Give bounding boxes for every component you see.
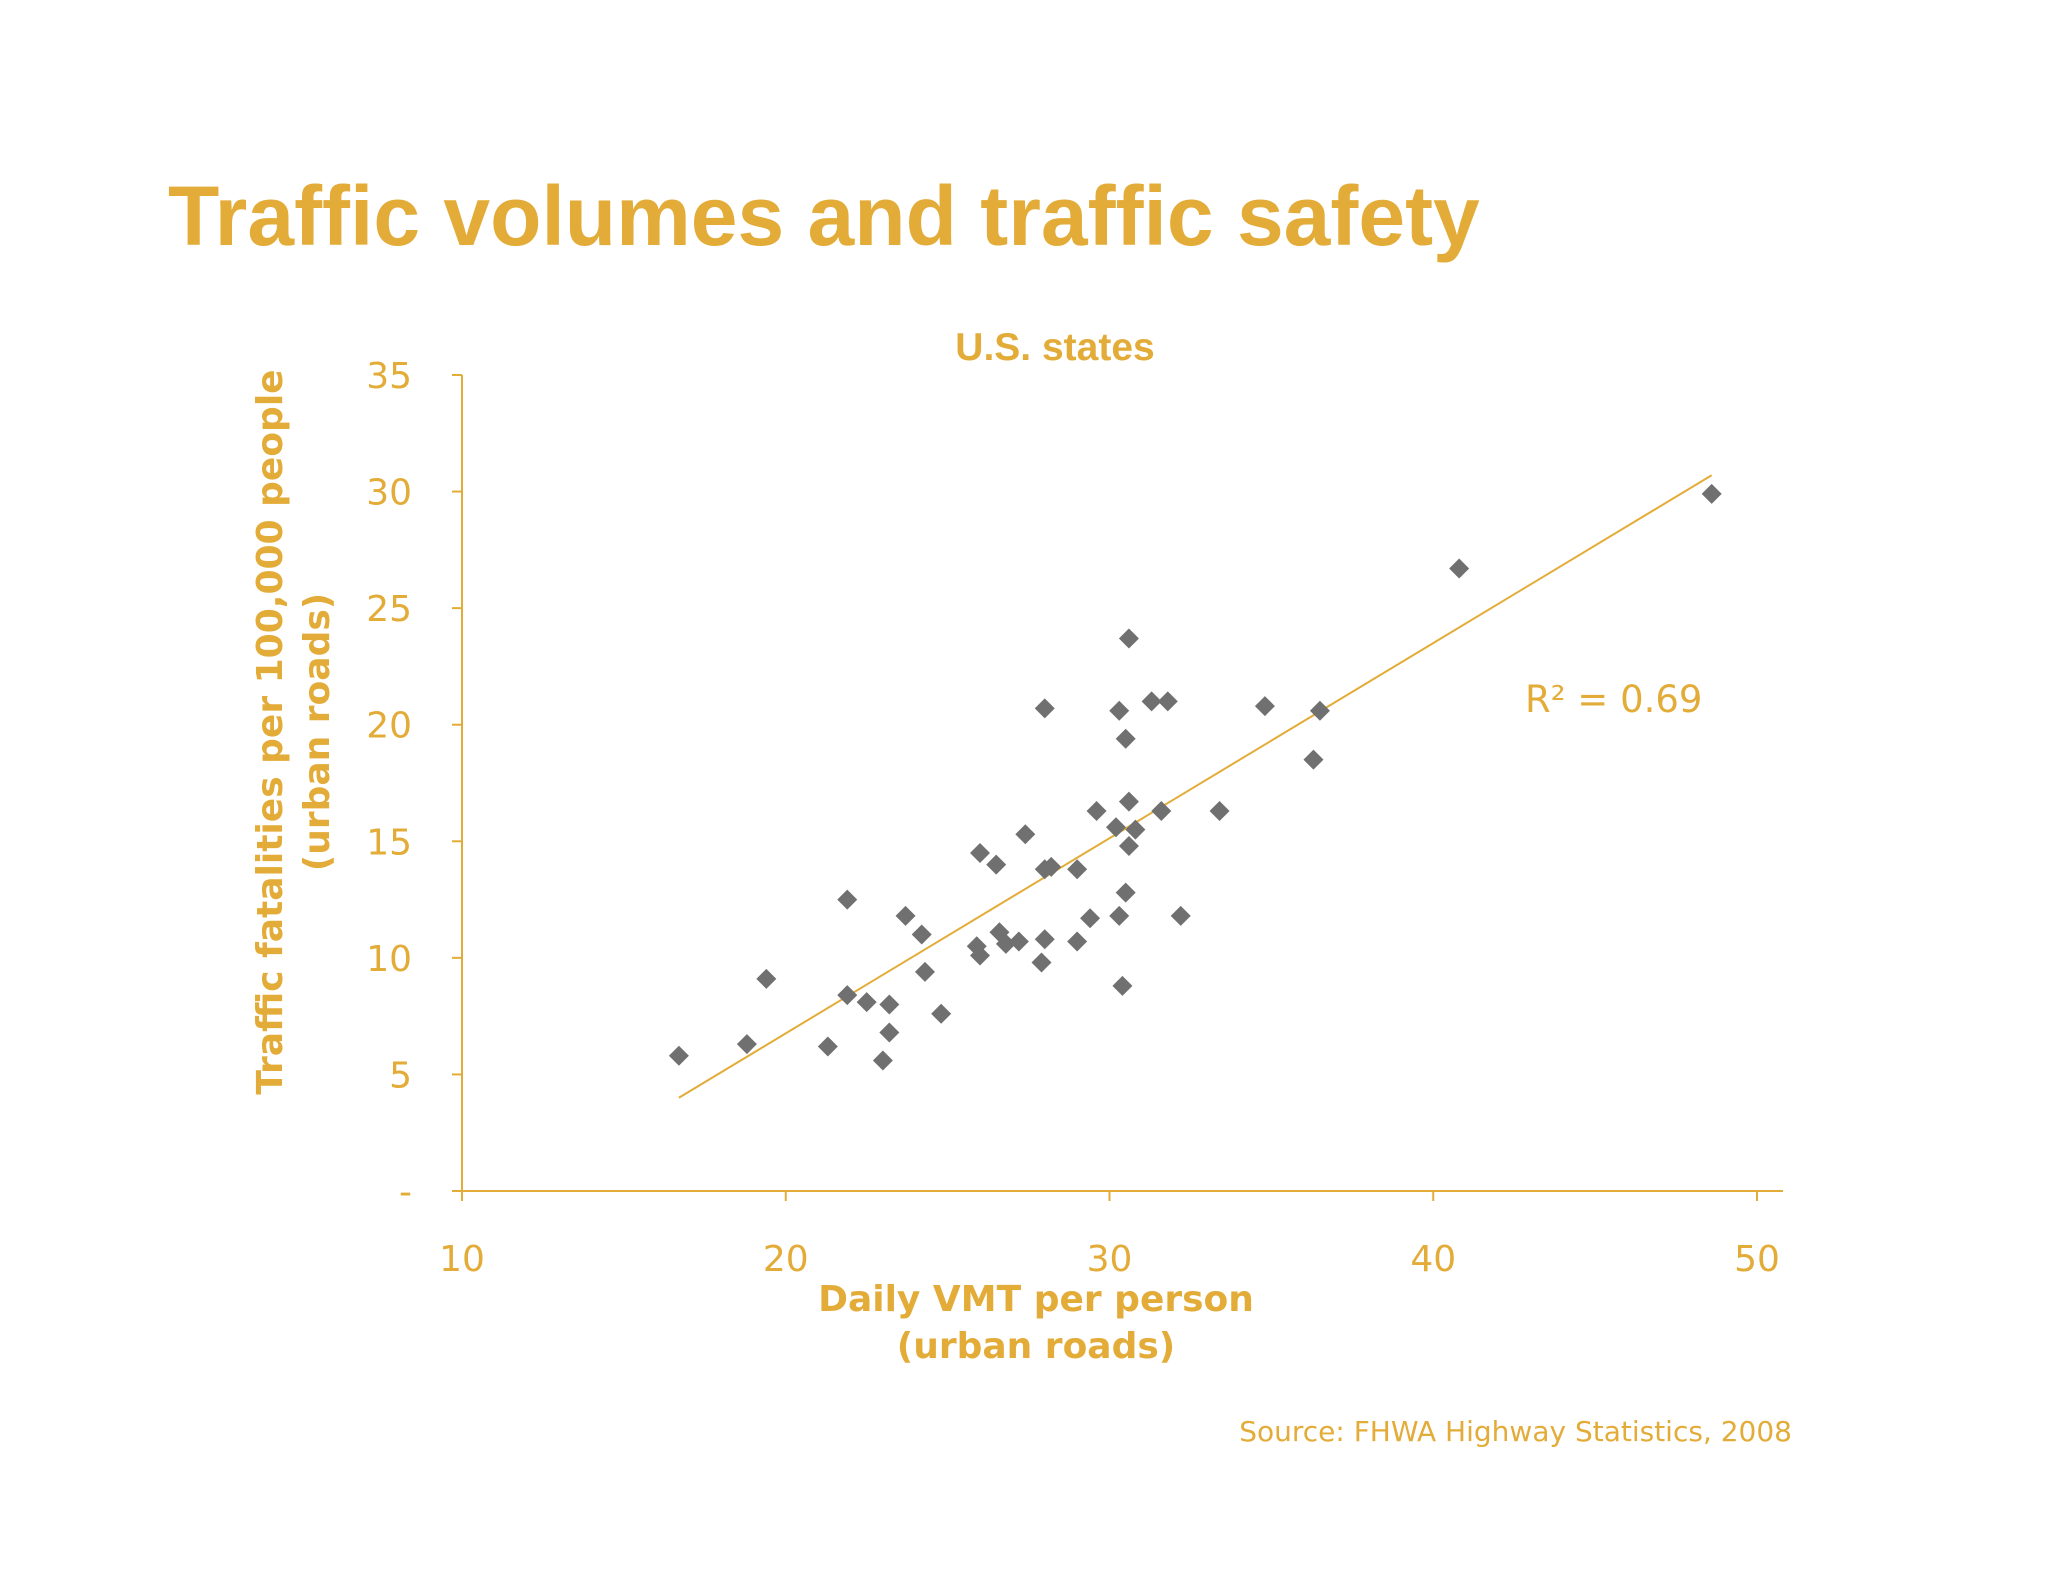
slide-title: Traffic volumes and traffic safety: [168, 169, 1480, 263]
x-tick-label: 10: [439, 1239, 485, 1280]
y-tick-label: 35: [366, 356, 412, 397]
data-point: [756, 968, 777, 989]
data-point: [1118, 628, 1139, 649]
y-axis-title-line-1: Traffic fatalities per 100,000 people: [250, 369, 291, 1094]
x-tick-label: 30: [1087, 1239, 1133, 1280]
data-point: [1209, 800, 1230, 821]
data-point: [1067, 859, 1088, 880]
data-point: [879, 994, 900, 1015]
data-point: [914, 961, 935, 982]
data-point: [1109, 700, 1130, 721]
data-point: [856, 992, 877, 1013]
data-point: [895, 905, 916, 926]
y-tick-label: 5: [389, 1055, 412, 1096]
data-point: [817, 1036, 838, 1057]
y-tick-label: 10: [366, 939, 412, 980]
y-tick-label: 25: [366, 589, 412, 630]
data-point: [1041, 856, 1062, 877]
y-axis-title: Traffic fatalities per 100,000 people (u…: [250, 369, 338, 1094]
data-point: [1086, 800, 1107, 821]
y-axis-ticks: - 5 10 15 20 25 30 35: [366, 356, 462, 1213]
y-tick-label: 20: [366, 706, 412, 747]
r-squared-annotation: R² = 0.69: [1525, 678, 1702, 721]
chart-axes: [452, 375, 1783, 1192]
data-point: [931, 1003, 952, 1024]
x-axis-title-line-2: (urban roads): [897, 1326, 1176, 1367]
data-point: [986, 854, 1007, 875]
data-point: [1151, 800, 1172, 821]
data-point: [1170, 905, 1191, 926]
data-point: [1008, 931, 1029, 952]
data-point: [1031, 952, 1052, 973]
y-tick-label: -: [399, 1172, 412, 1213]
data-point: [1112, 975, 1133, 996]
data-point: [1309, 700, 1330, 721]
data-point: [1303, 749, 1324, 770]
data-point: [1449, 558, 1470, 579]
data-point: [970, 945, 990, 966]
y-axis-title-line-2: (urban roads): [297, 593, 338, 872]
data-point: [668, 1045, 689, 1066]
data-point: [736, 1034, 757, 1055]
source-note: Source: FHWA Highway Statistics, 2008: [1239, 1415, 1792, 1448]
data-point: [1118, 791, 1139, 812]
data-point: [1115, 882, 1136, 903]
x-tick-label: 50: [1734, 1239, 1780, 1280]
data-point: [872, 1050, 893, 1071]
data-point: [1034, 929, 1055, 950]
data-point: [1125, 819, 1146, 840]
data-point: [995, 933, 1016, 954]
trend-line: [678, 474, 1713, 1099]
data-point: [1701, 483, 1722, 504]
x-tick-label: 40: [1410, 1239, 1456, 1280]
data-point: [970, 842, 990, 863]
data-point: [1109, 905, 1130, 926]
data-point: [879, 1022, 900, 1043]
data-point: [911, 924, 932, 945]
y-tick-label: 30: [366, 473, 412, 514]
data-point: [1015, 824, 1036, 845]
data-point: [1141, 691, 1162, 712]
data-point: [1034, 698, 1055, 719]
data-point: [1254, 696, 1275, 717]
chart-subtitle: U.S. states: [955, 326, 1154, 369]
y-tick-label: 15: [366, 822, 412, 863]
data-point: [1118, 835, 1139, 856]
data-point: [1115, 728, 1136, 749]
data-point: [1157, 691, 1178, 712]
data-point: [1067, 931, 1088, 952]
data-point: [1080, 908, 1101, 929]
data-point: [837, 889, 858, 910]
x-tick-label: 20: [763, 1239, 809, 1280]
x-axis-title-line-1: Daily VMT per person: [818, 1279, 1254, 1320]
data-point: [1105, 817, 1126, 838]
data-points: [668, 483, 1722, 1071]
data-point: [837, 985, 858, 1006]
x-axis-ticks: 10 20 30 40 50: [439, 1191, 1780, 1280]
x-axis-title: Daily VMT per person (urban roads): [818, 1279, 1254, 1367]
